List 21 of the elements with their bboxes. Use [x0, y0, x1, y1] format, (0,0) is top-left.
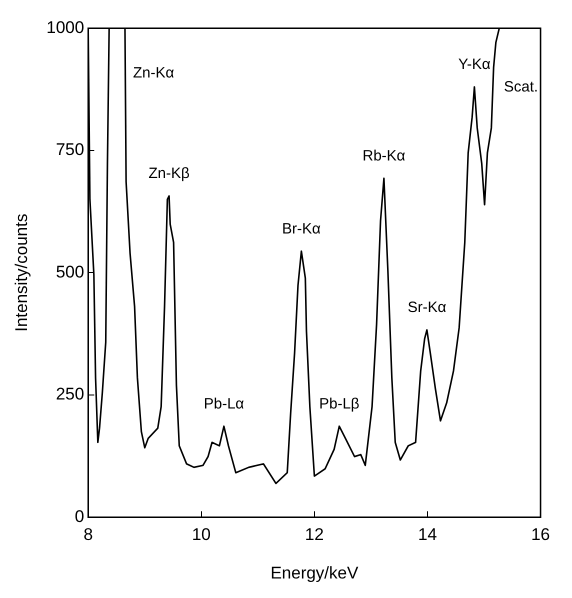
x-tick-label: 16: [531, 525, 550, 544]
annotation: Y-Kα: [458, 56, 491, 74]
y-tick-label: 0: [74, 506, 84, 526]
annotation: Rb-Kα: [362, 147, 406, 164]
y-tick-label: 250: [56, 384, 84, 404]
annotation: Sr-Kα: [408, 299, 447, 316]
annotation: Zn-Kβ: [148, 165, 190, 182]
x-tick-label: 12: [304, 525, 324, 544]
annotation: Zn-Kα: [132, 64, 174, 82]
annotation: Scat.: [504, 78, 538, 96]
annotation: Br-Kα: [282, 220, 322, 238]
y-tick-label: 1000: [46, 18, 84, 37]
annotation: Pb-Lα: [204, 395, 244, 412]
x-tick-label: 10: [192, 525, 211, 544]
x-tick-label: 14: [418, 525, 437, 544]
y-axis-title: Intensity/counts: [12, 214, 31, 332]
y-tick-label: 500: [56, 262, 84, 282]
x-axis-title: Energy/keV: [270, 563, 359, 582]
y-tick-label: 750: [56, 140, 84, 160]
x-tick-label: 8: [83, 525, 93, 544]
annotation: Pb-Lβ: [319, 395, 360, 412]
